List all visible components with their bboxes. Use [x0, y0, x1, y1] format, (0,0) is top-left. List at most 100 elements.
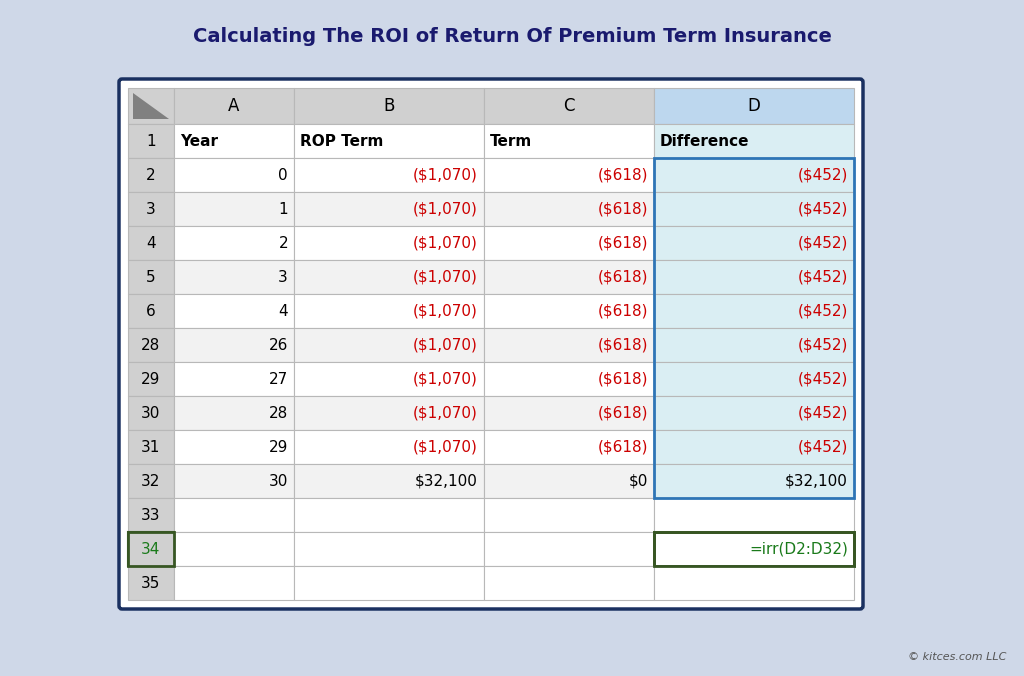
Text: ($1,070): ($1,070) — [413, 337, 478, 352]
Text: ($452): ($452) — [798, 304, 848, 318]
Bar — [128, 532, 174, 566]
Bar — [484, 464, 654, 498]
Bar — [128, 226, 174, 260]
Text: A: A — [228, 97, 240, 115]
Bar — [294, 362, 484, 396]
Bar — [174, 362, 294, 396]
Text: ($452): ($452) — [798, 337, 848, 352]
Text: ($452): ($452) — [798, 168, 848, 183]
Text: ($1,070): ($1,070) — [413, 235, 478, 251]
Text: 3: 3 — [146, 201, 156, 216]
Bar — [484, 498, 654, 532]
Text: © kitces.com LLC: © kitces.com LLC — [907, 652, 1006, 662]
FancyBboxPatch shape — [119, 79, 863, 609]
Text: Difference: Difference — [660, 133, 750, 149]
Text: ($618): ($618) — [597, 270, 648, 285]
Bar — [174, 192, 294, 226]
Bar — [128, 430, 174, 464]
Bar — [128, 566, 174, 600]
Text: 4: 4 — [279, 304, 288, 318]
Bar — [484, 566, 654, 600]
Text: 2: 2 — [146, 168, 156, 183]
Text: 3: 3 — [279, 270, 288, 285]
Text: ($618): ($618) — [597, 337, 648, 352]
Text: 1: 1 — [146, 133, 156, 149]
Bar — [484, 532, 654, 566]
Text: Year: Year — [180, 133, 218, 149]
Text: ($452): ($452) — [798, 201, 848, 216]
Text: 30: 30 — [141, 406, 161, 420]
Text: 34: 34 — [141, 541, 161, 556]
Text: ($618): ($618) — [597, 406, 648, 420]
Text: 27: 27 — [268, 372, 288, 387]
Text: 30: 30 — [268, 473, 288, 489]
Bar — [654, 532, 854, 566]
Bar — [654, 566, 854, 600]
Text: 26: 26 — [268, 337, 288, 352]
Text: 29: 29 — [141, 372, 161, 387]
Bar — [294, 158, 484, 192]
Bar — [174, 294, 294, 328]
Bar — [174, 328, 294, 362]
Text: ($1,070): ($1,070) — [413, 168, 478, 183]
Text: 35: 35 — [141, 575, 161, 591]
Text: ($1,070): ($1,070) — [413, 201, 478, 216]
Text: Term: Term — [490, 133, 532, 149]
Text: ($452): ($452) — [798, 439, 848, 454]
Bar — [654, 294, 854, 328]
Bar — [294, 294, 484, 328]
Text: B: B — [383, 97, 394, 115]
Bar — [654, 260, 854, 294]
Bar — [174, 430, 294, 464]
Text: $32,100: $32,100 — [415, 473, 478, 489]
Text: ($1,070): ($1,070) — [413, 406, 478, 420]
Text: 31: 31 — [141, 439, 161, 454]
Bar — [294, 124, 484, 158]
Bar — [484, 192, 654, 226]
Bar — [174, 158, 294, 192]
Bar — [174, 88, 294, 124]
Text: $0: $0 — [629, 473, 648, 489]
Text: =irr(D2:D32): =irr(D2:D32) — [750, 541, 848, 556]
Bar — [484, 260, 654, 294]
Bar — [294, 498, 484, 532]
Bar — [294, 396, 484, 430]
Bar — [174, 532, 294, 566]
Text: ($618): ($618) — [597, 235, 648, 251]
Bar — [174, 226, 294, 260]
Bar — [484, 124, 654, 158]
Bar — [484, 430, 654, 464]
Bar — [294, 566, 484, 600]
Bar — [484, 88, 654, 124]
Text: 5: 5 — [146, 270, 156, 285]
Bar — [174, 566, 294, 600]
Text: ($618): ($618) — [597, 201, 648, 216]
Bar — [128, 396, 174, 430]
Bar — [174, 498, 294, 532]
Bar — [128, 532, 174, 566]
Bar — [484, 226, 654, 260]
Text: ($1,070): ($1,070) — [413, 304, 478, 318]
Bar — [174, 396, 294, 430]
Bar — [654, 464, 854, 498]
Text: 1: 1 — [279, 201, 288, 216]
Bar — [654, 498, 854, 532]
Text: 4: 4 — [146, 235, 156, 251]
Bar — [294, 328, 484, 362]
Text: ($452): ($452) — [798, 270, 848, 285]
Bar — [128, 294, 174, 328]
Bar — [128, 158, 174, 192]
Text: 33: 33 — [141, 508, 161, 523]
Bar — [128, 192, 174, 226]
Bar — [654, 192, 854, 226]
Text: 34: 34 — [141, 541, 161, 556]
Text: ($452): ($452) — [798, 372, 848, 387]
Bar — [128, 362, 174, 396]
Bar — [128, 498, 174, 532]
Bar — [484, 294, 654, 328]
Bar — [654, 158, 854, 498]
Bar — [654, 88, 854, 124]
Text: ($1,070): ($1,070) — [413, 270, 478, 285]
Bar — [484, 158, 654, 192]
Bar — [654, 430, 854, 464]
